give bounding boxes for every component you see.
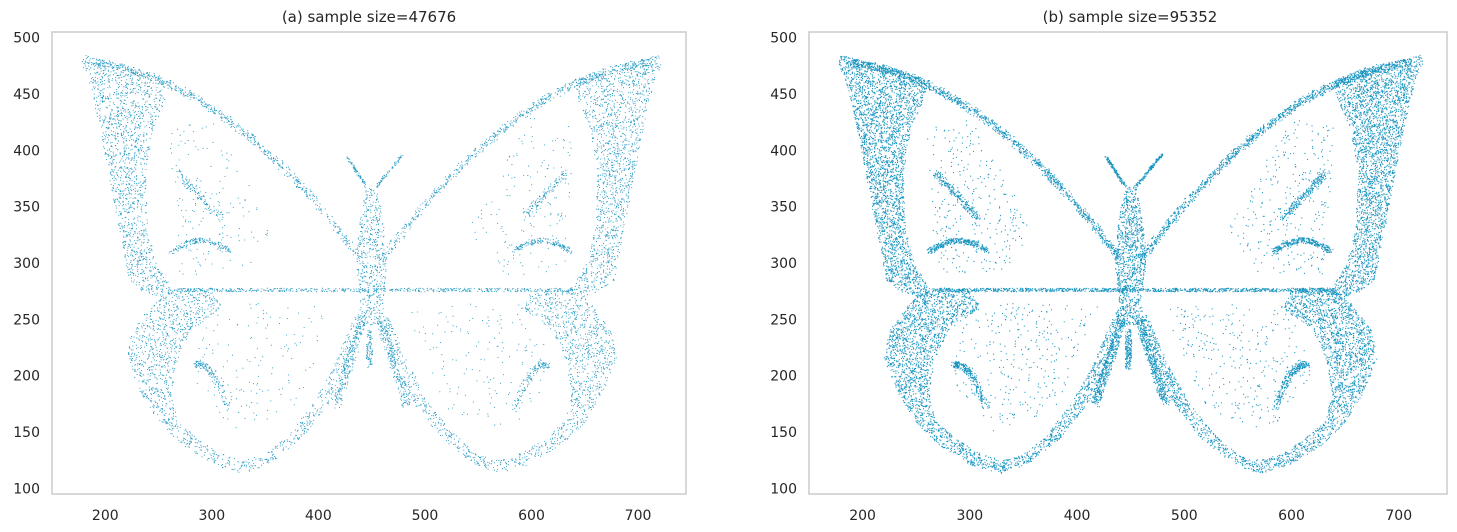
y-tick-label-b: 250 xyxy=(770,312,797,328)
y-tick-label-b: 200 xyxy=(770,369,797,385)
y-tick-label-b: 100 xyxy=(770,481,797,497)
x-tick-label-b: 200 xyxy=(849,508,876,524)
y-tick-label-a: 350 xyxy=(13,200,40,216)
axes-frame-a xyxy=(51,31,687,495)
x-tick-label-b: 600 xyxy=(1278,508,1305,524)
scatter-panel-a: (a) sample size=47676 200 300 400 500 600 700… xyxy=(13,8,687,524)
y-tick-label-a: 500 xyxy=(13,31,40,47)
y-tick-label-b: 350 xyxy=(770,200,797,216)
y-tick-label-a: 400 xyxy=(13,143,40,159)
y-tick-label-a: 250 xyxy=(13,312,40,328)
x-tick-label-a: 600 xyxy=(518,508,545,524)
x-tick-label-a: 700 xyxy=(625,508,652,524)
x-tick-label-a: 300 xyxy=(198,508,225,524)
x-tick-label-b: 400 xyxy=(1064,508,1091,524)
x-tick-label-b: 300 xyxy=(956,508,983,524)
axes-frame-b xyxy=(808,31,1448,495)
chart-title-a: (a) sample size=47676 xyxy=(281,8,457,26)
y-tick-label-a: 300 xyxy=(13,256,40,272)
scatter-panel-b: (b) sample size=95352 200 300 400 500 600 700… xyxy=(730,0,1457,532)
x-tick-label-b: 500 xyxy=(1171,508,1198,524)
chart-title-b: (b) sample size=95352 xyxy=(1042,8,1218,26)
y-tick-label-b: 300 xyxy=(770,256,797,272)
butterfly-scatter-plot-b: 200 300 400 500 600 700 100 150 200 250 300 350 400 4… xyxy=(770,31,1448,524)
x-tick-label-b: 700 xyxy=(1385,508,1412,524)
y-tick-label-b: 150 xyxy=(770,425,797,441)
y-tick-label-b: 400 xyxy=(770,143,797,159)
y-tick-label-a: 450 xyxy=(13,87,40,103)
y-tick-label-b: 450 xyxy=(770,87,797,103)
x-tick-label-a: 500 xyxy=(412,508,439,524)
butterfly-scatter-plot-a: 200 300 400 500 600 700 100 150 200 250 300 350 400 4… xyxy=(13,31,687,524)
y-tick-label-b: 500 xyxy=(770,31,797,47)
y-tick-label-a: 200 xyxy=(13,369,40,385)
y-tick-label-a: 100 xyxy=(13,481,40,497)
scatter-points-a xyxy=(81,54,662,473)
x-tick-label-a: 400 xyxy=(305,508,332,524)
x-tick-label-a: 200 xyxy=(92,508,119,524)
scatter-points-b xyxy=(838,54,1424,474)
y-tick-label-a: 150 xyxy=(13,425,40,441)
